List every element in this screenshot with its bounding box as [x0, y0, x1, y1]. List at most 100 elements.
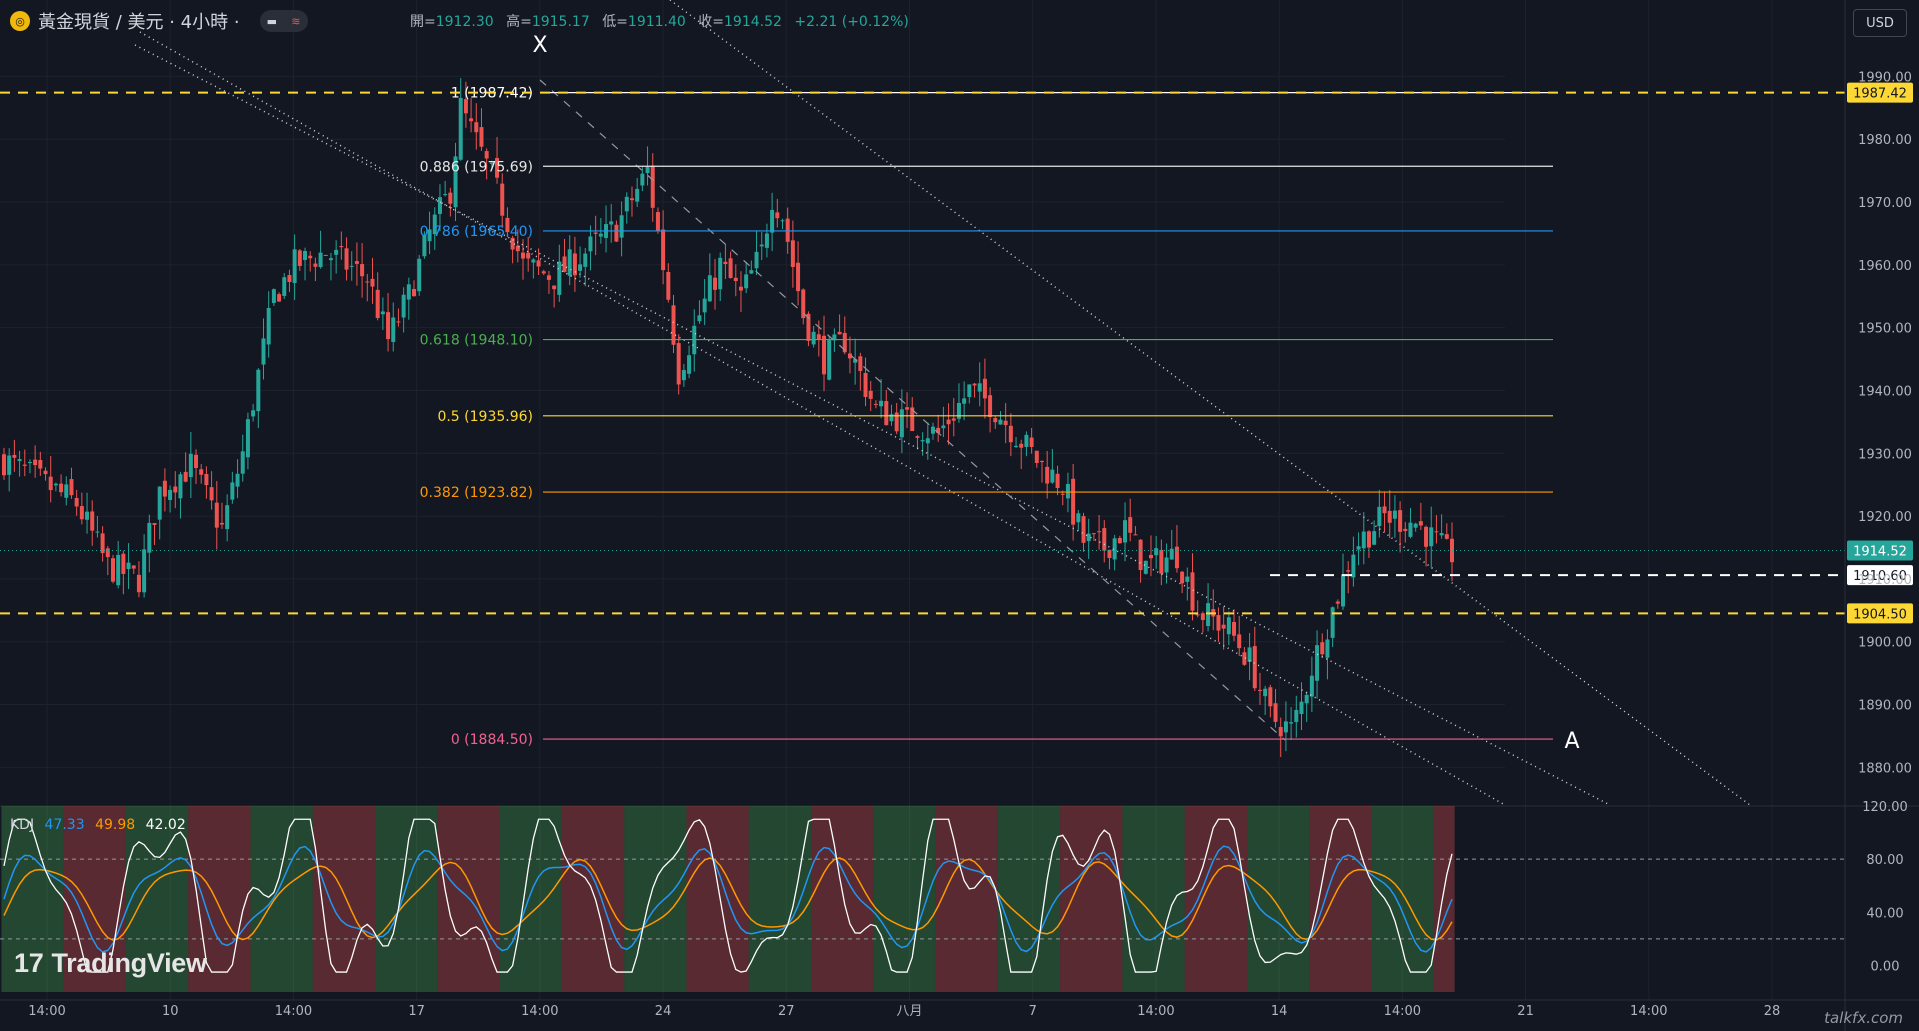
x-tick-label: 14:00: [1384, 1004, 1421, 1019]
pattern-point-x: X: [532, 33, 547, 58]
candle-body: [988, 395, 993, 417]
candle-body: [531, 259, 536, 263]
candle-body: [624, 196, 629, 212]
candle-body: [661, 229, 666, 271]
candle-body: [251, 410, 256, 417]
candle-body: [853, 359, 858, 363]
y-tick-label: 1920.00: [1858, 510, 1912, 525]
candle-body: [1050, 469, 1055, 483]
kdj-k-line: [3, 845, 1453, 953]
candle-body: [334, 249, 339, 255]
candle-body: [90, 511, 95, 531]
candle-body: [1268, 687, 1273, 707]
candle-body: [744, 274, 749, 289]
candle-body: [1424, 526, 1429, 547]
candle-body: [1377, 506, 1382, 527]
y-tick-label: 1990.00: [1858, 70, 1912, 85]
candle-body: [303, 250, 308, 261]
candle-body: [152, 523, 157, 525]
candle-body: [380, 311, 385, 315]
kdj-band: [375, 806, 438, 992]
candle-body: [505, 217, 510, 233]
candle-body: [847, 353, 852, 359]
minus-icon: ▬: [266, 14, 278, 28]
candle-body: [858, 356, 863, 372]
candle-body: [1185, 576, 1190, 582]
kdj-band: [997, 806, 1061, 992]
candle-body: [432, 214, 437, 235]
candle-body: [292, 249, 297, 284]
high-label: 高=: [506, 14, 532, 30]
candle-body: [1289, 722, 1294, 724]
x-tick-label: 17: [408, 1004, 425, 1019]
candle-body: [635, 188, 640, 202]
price-level-tag: [1847, 603, 1913, 624]
kdj-band: [1184, 806, 1247, 992]
candle-body: [1273, 703, 1278, 722]
y-tick-label: 1880.00: [1858, 761, 1912, 776]
candle-body: [230, 482, 235, 500]
x-tick-label: 八月: [896, 1004, 922, 1019]
y-tick-label: 1940.00: [1858, 384, 1912, 399]
candle-body: [48, 476, 53, 491]
kdj-legend[interactable]: KDJ 47.33 49.98 42.02: [10, 817, 192, 833]
kdj-y-tick-label: 40.00: [1866, 906, 1903, 921]
currency-selector[interactable]: USD: [1853, 9, 1907, 37]
x-tick-label: 7: [1029, 1004, 1037, 1019]
price-level-tag: [1847, 82, 1913, 103]
candle-body: [1081, 516, 1086, 543]
candle-body: [126, 562, 131, 570]
candle-body: [1232, 621, 1237, 636]
candle-body: [588, 236, 593, 252]
candle-body: [920, 440, 925, 442]
candle-body: [1065, 484, 1070, 499]
y-tick-label: 1950.00: [1858, 322, 1912, 337]
close-value: 1914.52: [724, 14, 782, 30]
candle-body: [936, 427, 941, 433]
candle-body: [1112, 538, 1117, 560]
candle-body: [1034, 450, 1039, 463]
candle-body: [796, 262, 801, 292]
candle-body: [650, 165, 655, 208]
candle-body: [780, 220, 785, 222]
candle-body: [546, 275, 551, 280]
candle-body: [349, 265, 354, 267]
candle-body: [894, 412, 899, 432]
candle-body: [967, 384, 972, 397]
candle-body: [12, 454, 17, 458]
candle-body: [889, 414, 894, 422]
candle-body: [1117, 537, 1122, 544]
candle-body: [1429, 527, 1434, 547]
symbol-header[interactable]: ◎ 黃金現貨 / 美元 · 4小時 · ▬ ≋: [10, 8, 308, 34]
candle-body: [162, 480, 167, 497]
gold-coin-icon: ◎: [10, 11, 30, 31]
candle-body: [1060, 493, 1065, 495]
pattern-point-a: A: [1564, 729, 1579, 754]
candle-body: [95, 531, 100, 533]
visibility-toggle-button[interactable]: ▬ ≋: [259, 10, 308, 32]
candle-body: [110, 558, 115, 582]
candle-body: [1325, 639, 1330, 658]
candle-body: [360, 264, 365, 277]
candle-body: [33, 459, 38, 466]
close-label: 收=: [698, 14, 725, 30]
candle-body: [209, 487, 214, 501]
price-level-tag-text: 1987.42: [1853, 87, 1907, 102]
x-tick-label: 14: [1271, 1004, 1288, 1019]
candle-body: [1257, 689, 1262, 691]
candle-body: [552, 285, 557, 290]
candle-body: [1024, 434, 1029, 447]
x-tick-label: 10: [162, 1004, 179, 1019]
candle-body: [1366, 531, 1371, 548]
tradingview-logo-icon: 17: [14, 948, 44, 978]
kdj-band: [1371, 806, 1434, 992]
candle-body: [469, 118, 474, 122]
candle-body: [188, 453, 193, 478]
candle-body: [204, 474, 209, 486]
candle-body: [225, 505, 230, 530]
candle-body: [578, 264, 583, 271]
candle-body: [7, 455, 12, 475]
candle-body: [479, 127, 484, 147]
candle-body: [277, 294, 282, 302]
